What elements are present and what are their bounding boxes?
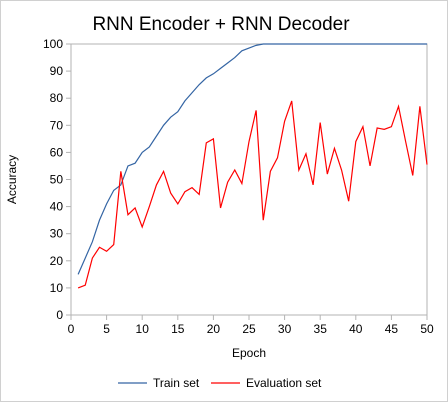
legend-label-train: Train set (153, 376, 200, 390)
x-axis-ticks: 0 5 10 15 20 25 30 35 40 45 50 (68, 315, 434, 336)
y-axis-ticks: 0 10 20 30 40 50 60 70 80 90 100 (43, 37, 71, 322)
y-tick-label: 60 (50, 145, 64, 159)
y-tick-label: 0 (56, 308, 63, 322)
x-axis-label: Epoch (232, 346, 266, 360)
y-tick-label: 90 (50, 64, 64, 78)
y-tick-label: 40 (50, 200, 64, 214)
y-tick-label: 10 (50, 281, 64, 295)
x-tick-label: 0 (68, 322, 75, 336)
x-tick-label: 40 (349, 322, 363, 336)
series-lines (77, 43, 428, 289)
x-tick-label: 20 (207, 322, 221, 336)
y-tick-label: 20 (50, 254, 64, 268)
plot-border (70, 43, 428, 316)
x-tick-label: 15 (171, 322, 185, 336)
x-tick-label: 35 (314, 322, 328, 336)
y-tick-label: 100 (43, 37, 63, 51)
series-line-train (77, 43, 427, 275)
plot-area (70, 43, 428, 316)
y-tick-label: 30 (50, 227, 64, 241)
y-axis-label: Accuracy (5, 155, 19, 204)
chart-title: RNN Encoder + RNN Decoder (92, 14, 350, 35)
y-tick-label: 70 (50, 118, 64, 132)
y-tick-label: 80 (50, 91, 64, 105)
legend: Train set Evaluation set (118, 376, 322, 390)
x-tick-label: 50 (420, 322, 434, 336)
legend-label-eval: Evaluation set (246, 376, 322, 390)
x-tick-label: 45 (385, 322, 399, 336)
x-tick-label: 30 (278, 322, 292, 336)
x-tick-label: 25 (242, 322, 256, 336)
y-tick-label: 50 (50, 173, 64, 187)
x-tick-label: 5 (103, 322, 110, 336)
series-line-eval (77, 100, 428, 289)
x-tick-label: 10 (136, 322, 150, 336)
